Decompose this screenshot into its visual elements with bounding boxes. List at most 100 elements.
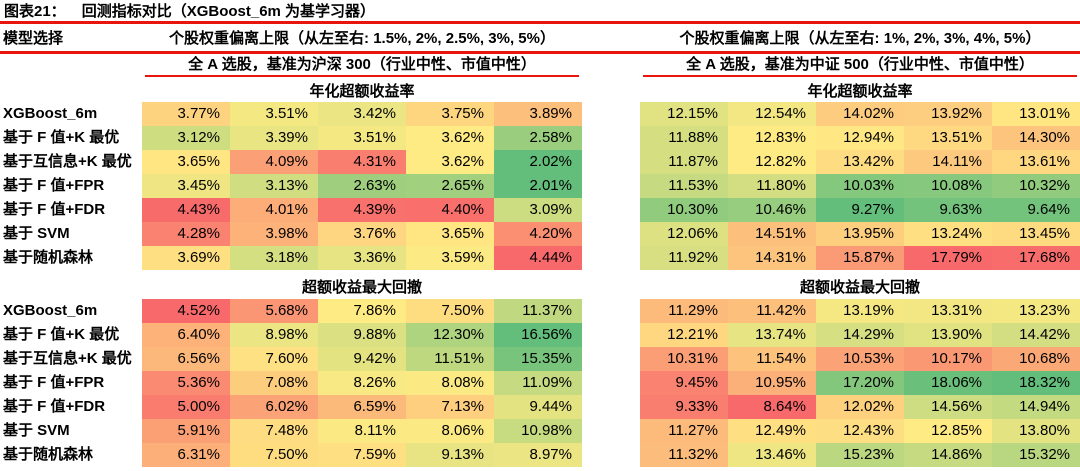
heatmap-cell: 12.02% (816, 395, 904, 419)
heatmap-cell: 3.51% (230, 102, 318, 126)
heatmap-cell: 3.59% (406, 246, 494, 270)
panel-gap (582, 222, 640, 246)
heatmap-cell: 10.03% (816, 174, 904, 198)
heatmap-cell: 8.26% (318, 371, 406, 395)
heatmap-cell: 13.51% (904, 126, 992, 150)
row-label: 基于 F 值+K 最优 (3, 129, 120, 146)
heatmap-cell: 13.23% (992, 299, 1080, 323)
heatmap-cell: 13.90% (904, 323, 992, 347)
table-row: 基于互信息+K 最优 6.56% 7.60% 9.42% 11.51% 15.35% 10.… (0, 347, 1080, 371)
heatmap-cell: 6.40% (142, 323, 230, 347)
heatmap-cell: 14.51% (728, 222, 816, 246)
heatmap-cell: 9.33% (640, 395, 728, 419)
heatmap-cell: 6.59% (318, 395, 406, 419)
table-row: XGBoost_6m 4.52% 5.68% 7.86% 7.50% 11.37% 11.2… (0, 299, 1080, 323)
heatmap-cell: 4.09% (230, 150, 318, 174)
heatmap-cell: 11.51% (406, 347, 494, 371)
right-weight-cap-header: 个股权重偏离上限（从左至右: 1%, 2%, 3%, 4%, 5%） (679, 30, 1041, 47)
heatmap-cell: 12.83% (728, 126, 816, 150)
heatmap-cell: 9.44% (494, 395, 582, 419)
heatmap-cell: 3.77% (142, 102, 230, 126)
heatmap-cell: 10.95% (728, 371, 816, 395)
heatmap-cell: 9.63% (904, 198, 992, 222)
heatmap-cell: 3.09% (494, 198, 582, 222)
heatmap-cell: 11.32% (640, 443, 728, 467)
heatmap-cell: 9.64% (992, 198, 1080, 222)
row-label: XGBoost_6m (3, 105, 98, 122)
heatmap-cell: 12.85% (904, 419, 992, 443)
heatmap-cell: 10.30% (640, 198, 728, 222)
table-row: 基于随机森林 6.31% 7.50% 7.59% 9.13% 8.97% 11.32% 13.… (0, 443, 1080, 467)
heatmap-cell: 7.50% (230, 443, 318, 467)
heatmap-cell: 3.76% (318, 222, 406, 246)
heatmap-cell: 3.62% (406, 150, 494, 174)
heatmap-cell: 10.68% (992, 347, 1080, 371)
heatmap-cell: 17.20% (816, 371, 904, 395)
row-label: 基于互信息+K 最优 (3, 153, 132, 170)
row-label: 基于随机森林 (3, 446, 94, 463)
table-row: 基于随机森林 3.69% 3.18% 3.36% 3.59% 4.44% 11.92% 14.… (0, 246, 1080, 270)
heatmap-cell: 5.36% (142, 371, 230, 395)
heatmap-cell: 10.53% (816, 347, 904, 371)
heatmap-cell: 14.11% (904, 150, 992, 174)
panel-gap (582, 102, 640, 126)
table-row: 基于 F 值+K 最优 3.12% 3.39% 3.51% 3.62% 2.58% 11.8… (0, 126, 1080, 150)
section-label-right: 超额收益最大回撤 (799, 279, 920, 296)
panel-gap (582, 443, 640, 467)
heatmap-cell: 9.42% (318, 347, 406, 371)
heatmap-cell: 14.29% (816, 323, 904, 347)
heatmap-cell: 13.80% (992, 419, 1080, 443)
heatmap-cell: 10.08% (904, 174, 992, 198)
heatmap-cell: 13.61% (992, 150, 1080, 174)
heatmap-cell: 8.08% (406, 371, 494, 395)
heatmap-cell: 6.02% (230, 395, 318, 419)
heatmap-cell: 4.44% (494, 246, 582, 270)
weight-cap-header-row: 模型选择 个股权重偏离上限（从左至右: 1.5%, 2%, 2.5%, 3%, … (0, 25, 1080, 50)
heatmap-cell: 7.08% (230, 371, 318, 395)
right-benchmark-banner: 全 A 选股，基准为中证 500（行业中性、市值中性） (643, 55, 1077, 77)
table-row: 基于 SVM 5.91% 7.48% 8.11% 8.06% 10.98% 11.27% 12… (0, 419, 1080, 443)
heatmap-cell: 3.89% (494, 102, 582, 126)
heatmap-cell: 3.45% (142, 174, 230, 198)
heatmap-cell: 13.01% (992, 102, 1080, 126)
heatmap-cell: 2.65% (406, 174, 494, 198)
heatmap-cell: 14.42% (992, 323, 1080, 347)
heatmap-cell: 12.49% (728, 419, 816, 443)
heatmap-cell: 7.60% (230, 347, 318, 371)
heatmap-cell: 15.35% (494, 347, 582, 371)
heatmap-cell: 14.94% (992, 395, 1080, 419)
heatmap-cell: 10.17% (904, 347, 992, 371)
heatmap-cell: 2.02% (494, 150, 582, 174)
heatmap-cell: 4.28% (142, 222, 230, 246)
heatmap-cell: 5.00% (142, 395, 230, 419)
red-rule-top (0, 21, 1080, 24)
table-row: 基于 F 值+FPR 5.36% 7.08% 8.26% 8.08% 11.09% 9.45… (0, 371, 1080, 395)
heatmap-cell: 12.15% (640, 102, 728, 126)
heatmap-cell: 15.87% (816, 246, 904, 270)
panel-gap (582, 299, 640, 323)
heatmap-cell: 11.53% (640, 174, 728, 198)
heatmap-cell: 10.31% (640, 347, 728, 371)
heatmap-cell: 8.06% (406, 419, 494, 443)
heatmap-cell: 14.30% (992, 126, 1080, 150)
heatmap-cell: 12.43% (816, 419, 904, 443)
panel-gap (582, 395, 640, 419)
heatmap-cell: 11.42% (728, 299, 816, 323)
heatmap-cell: 11.87% (640, 150, 728, 174)
heatmap-cell: 14.02% (816, 102, 904, 126)
row-label: 基于 F 值+FDR (3, 398, 106, 415)
heatmap-cell: 4.39% (318, 198, 406, 222)
heatmap-cell: 3.42% (318, 102, 406, 126)
heatmap-cell: 3.98% (230, 222, 318, 246)
heatmap-cell: 11.37% (494, 299, 582, 323)
heatmap-cell: 3.62% (406, 126, 494, 150)
heatmap-cell: 6.56% (142, 347, 230, 371)
heatmap-cell: 11.27% (640, 419, 728, 443)
heatmap-cell: 18.06% (904, 371, 992, 395)
heatmap-cell: 15.32% (992, 443, 1080, 467)
heatmap-cell: 13.42% (816, 150, 904, 174)
heatmap-cell: 14.56% (904, 395, 992, 419)
row-label: 基于 F 值+FPR (3, 374, 105, 391)
figure-title-text: 回测指标对比（XGBoost_6m 为基学习器） (81, 3, 376, 20)
